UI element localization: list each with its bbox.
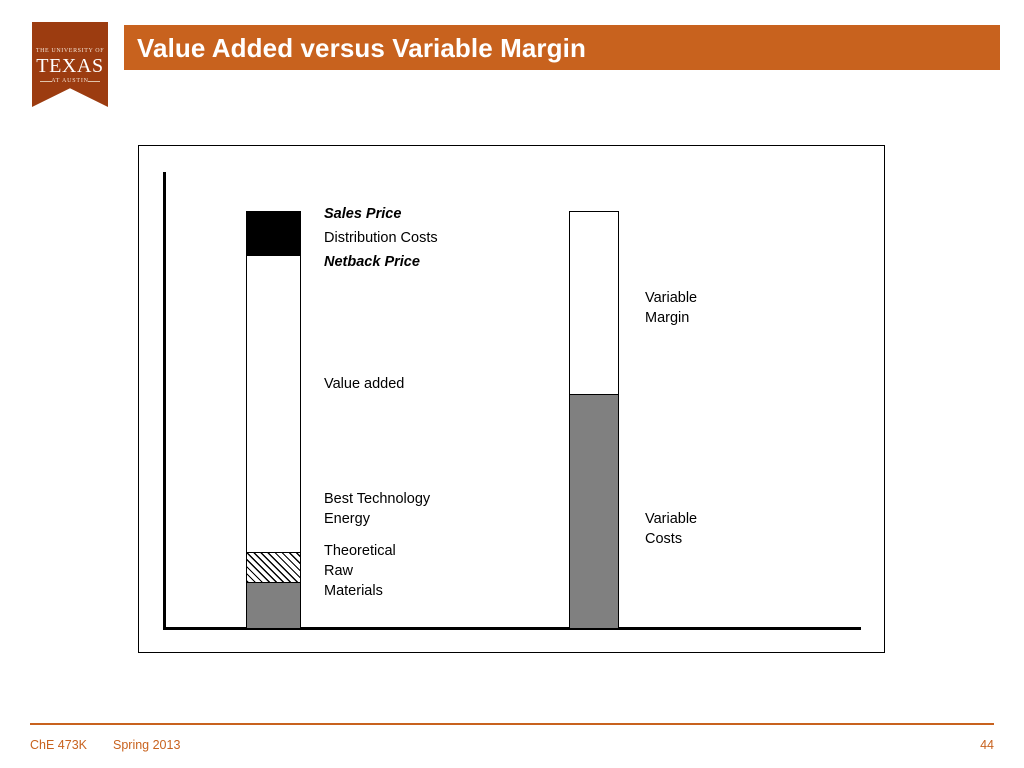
logo-line-at-austin: AT AUSTIN <box>51 78 89 84</box>
segment-best-technology-energy <box>246 552 301 583</box>
ut-austin-logo: THE UNIVERSITY OF TEXAS AT AUSTIN <box>32 22 108 107</box>
footer-term: Spring 2013 <box>113 738 181 752</box>
segment-theoretical-raw-materials <box>246 582 301 629</box>
label-best-technology-energy: Best Technology Energy <box>324 491 431 527</box>
logo-rule-right <box>88 81 100 82</box>
chart-x-axis <box>163 627 861 630</box>
label-variable-costs: Variable Costs <box>645 511 698 547</box>
segment-variable-margin <box>569 211 619 395</box>
page-title: Value Added versus Variable Margin <box>137 33 586 63</box>
footer-course-code: ChE 473K <box>30 738 87 752</box>
bar-variable-margin-breakdown <box>569 211 619 629</box>
footer-divider <box>30 723 994 725</box>
footer-page-number: 44 <box>980 738 994 752</box>
chart-figure-frame: Sales Price Distribution Costs Netback P… <box>138 145 885 653</box>
label-distribution-costs: Distribution Costs <box>324 230 438 246</box>
label-theoretical-raw-materials: Theoretical Raw Materials <box>324 543 396 599</box>
label-variable-margin: Variable Margin <box>645 290 698 326</box>
label-sales-price: Sales Price <box>324 206 402 222</box>
logo-line-university: THE UNIVERSITY OF <box>35 48 105 54</box>
segment-distribution-costs <box>246 211 301 256</box>
bar-value-added-breakdown <box>246 211 301 629</box>
segment-value-added <box>246 255 301 553</box>
slide-header: Value Added versus Variable Margin THE U… <box>0 0 1024 120</box>
title-band <box>124 25 1000 70</box>
segment-variable-costs <box>569 394 619 629</box>
chart-y-axis <box>163 172 166 630</box>
label-netback-price: Netback Price <box>324 254 420 270</box>
label-value-added: Value added <box>324 376 405 392</box>
logo-rule-left <box>40 81 52 82</box>
logo-line-texas: TEXAS <box>36 55 104 77</box>
